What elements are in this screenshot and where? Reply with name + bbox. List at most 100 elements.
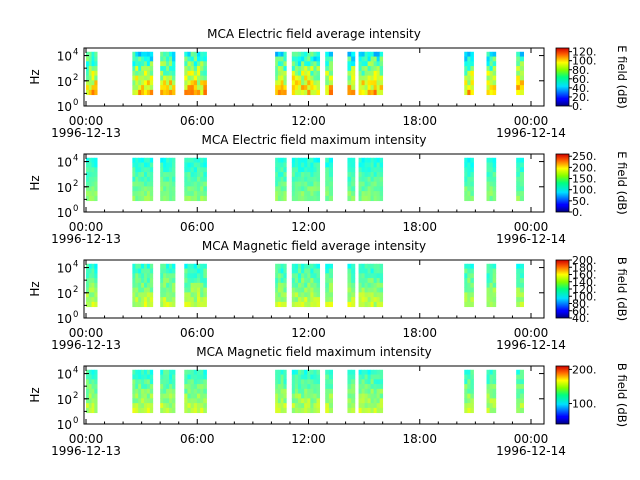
spectrogram-cell — [184, 388, 188, 394]
spectrogram-cell — [361, 384, 365, 390]
spectrogram-cell — [376, 374, 381, 380]
spectrogram-cell — [379, 195, 384, 202]
spectrogram-cell — [169, 66, 173, 72]
spectrogram-cell — [367, 157, 372, 163]
spectrogram-cell — [94, 157, 98, 163]
spectrogram-cell — [464, 195, 468, 202]
spectrogram-cell — [91, 157, 95, 163]
spectrogram-cell — [138, 181, 142, 187]
spectrogram-cell — [203, 167, 207, 173]
spectrogram-cell — [172, 273, 176, 279]
spectrogram-cell — [328, 301, 334, 308]
spectrogram-cell — [280, 51, 284, 57]
spectrogram-cell — [370, 407, 375, 414]
spectrogram-cell — [325, 167, 330, 173]
spectrogram-cell — [160, 297, 164, 303]
spectrogram-cell — [138, 393, 142, 399]
spectrogram-cell — [379, 301, 384, 308]
spectrogram-cell — [307, 374, 311, 380]
spectrogram-cell — [519, 297, 524, 303]
spectrogram-cell — [200, 66, 204, 72]
spectrogram-cell — [91, 398, 95, 404]
spectrogram-cell — [519, 85, 524, 91]
spectrogram-cell — [146, 403, 151, 409]
spectrogram-cell — [297, 301, 302, 308]
spectrogram-cell — [467, 70, 471, 76]
colorbar-tick-label: 200. — [572, 161, 597, 174]
spectrogram-cell — [489, 369, 494, 375]
spectrogram-cell — [313, 191, 317, 197]
spectrogram-cell — [351, 70, 356, 76]
spectrogram-cell — [316, 301, 321, 308]
spectrogram-cell — [184, 393, 188, 399]
spectrogram-cell — [351, 61, 356, 67]
spectrogram-cell — [492, 282, 497, 288]
spectrogram-cell — [361, 176, 365, 182]
spectrogram-cell — [467, 195, 471, 202]
spectrogram-cell — [328, 407, 334, 414]
spectrogram-cell — [193, 51, 198, 57]
spectrogram-cell — [361, 56, 365, 62]
spectrogram-cell — [519, 157, 524, 163]
spectrogram-cell — [277, 85, 282, 91]
spectrogram-cell — [149, 191, 154, 197]
spectrogram-cell — [467, 89, 471, 96]
spectrogram-cell — [467, 186, 471, 192]
spectrogram-cell — [470, 75, 474, 81]
spectrogram-cell — [146, 384, 151, 390]
spectrogram-cell — [190, 186, 195, 192]
spectrogram-cell — [135, 388, 139, 394]
spectrogram-cell — [297, 273, 302, 279]
spectrogram-cell — [166, 80, 170, 86]
spectrogram-cell — [163, 70, 167, 76]
spectrogram-cell — [144, 89, 148, 96]
spectrogram-cell — [193, 379, 198, 385]
spectrogram-cell — [187, 403, 192, 409]
spectrogram-cell — [196, 195, 201, 202]
spectrogram-cell — [160, 263, 164, 269]
spectrogram-cell — [193, 167, 198, 173]
spectrogram-cell — [190, 374, 195, 380]
spectrogram-cell — [144, 51, 148, 57]
spectrogram-cell — [304, 70, 308, 76]
spectrogram-cell — [91, 172, 95, 178]
spectrogram-cell — [187, 398, 192, 404]
spectrogram-cell — [370, 403, 375, 409]
spectrogram-cell — [144, 85, 148, 91]
spectrogram-cell — [361, 195, 365, 202]
spectrogram-cell — [94, 51, 98, 57]
spectrogram-cell — [486, 278, 490, 284]
spectrogram-cell — [297, 157, 302, 163]
spectrogram-cell — [379, 66, 384, 72]
spectrogram-cell — [200, 403, 204, 409]
spectrogram-cell — [328, 75, 334, 81]
spectrogram-cell — [301, 287, 305, 293]
spectrogram-cell — [172, 167, 176, 173]
spectrogram-cell — [91, 268, 95, 274]
spectrogram-cell — [304, 89, 308, 96]
spectrogram-cell — [280, 369, 284, 375]
spectrogram-cell — [304, 75, 308, 81]
spectrogram-cell — [172, 388, 176, 394]
spectrogram-cell — [149, 181, 154, 187]
spectrogram-cell — [376, 282, 381, 288]
spectrogram-cell — [172, 75, 176, 81]
spectrogram-cell — [294, 263, 299, 269]
spectrogram-cell — [146, 292, 151, 298]
spectrogram-cell — [376, 89, 381, 96]
spectrogram-cell — [160, 379, 164, 385]
spectrogram-cell — [370, 172, 375, 178]
spectrogram-cell — [141, 75, 145, 81]
spectrogram-cell — [364, 301, 368, 308]
spectrogram-cell — [193, 195, 198, 202]
spectrogram-cell — [94, 195, 98, 202]
spectrogram-cell — [464, 268, 468, 274]
spectrogram-cell — [141, 191, 145, 197]
spectrogram-cell — [301, 398, 305, 404]
spectrogram-cell — [200, 301, 204, 308]
spectrogram-cell — [163, 85, 167, 91]
spectrogram-cell — [132, 297, 136, 303]
spectrogram-cell — [141, 263, 145, 269]
spectrogram-cell — [166, 369, 170, 375]
spectrogram-cell — [294, 374, 299, 380]
